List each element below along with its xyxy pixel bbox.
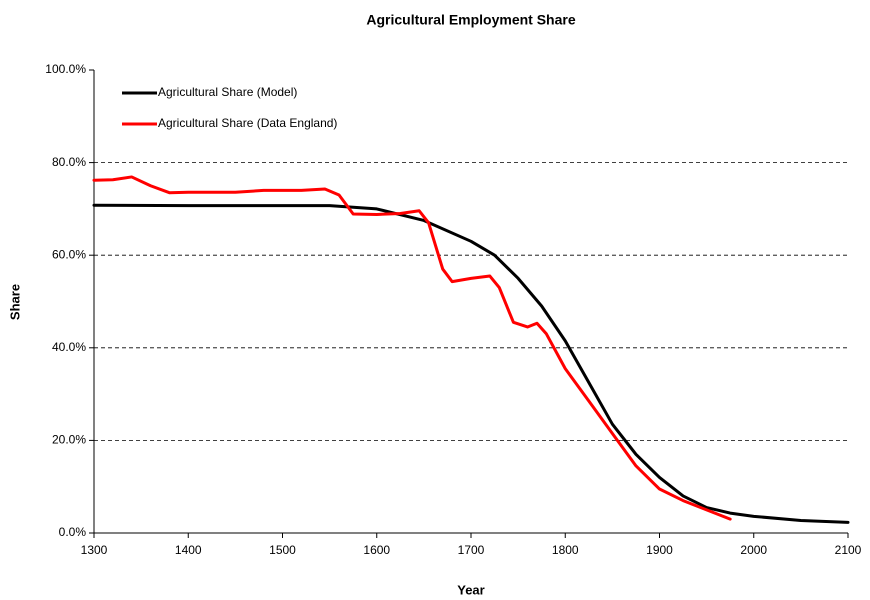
x-tick-label: 1500 [269,543,296,557]
x-tick-label: 1800 [552,543,579,557]
legend-label: Agricultural Share (Data England) [158,116,337,130]
y-tick-label: 80.0% [52,155,86,169]
x-tick-label: 2100 [835,543,862,557]
x-tick-label: 1600 [363,543,390,557]
y-tick-label: 20.0% [52,433,86,447]
series-line [92,203,850,524]
y-tick-label: 40.0% [52,340,86,354]
y-axis-title: Share [7,284,22,320]
x-tick-label: 2000 [740,543,767,557]
x-tick-label: 1300 [81,543,108,557]
y-tick-label: 60.0% [52,247,86,261]
legend-label: Agricultural Share (Model) [158,85,297,99]
y-tick-label: 0.0% [59,525,87,539]
x-axis-title: Year [457,582,484,597]
x-tick-label: 1900 [646,543,673,557]
chart-title: Agricultural Employment Share [366,12,575,28]
x-tick-label: 1400 [175,543,202,557]
x-tick-label: 1700 [458,543,485,557]
y-tick-label: 100.0% [45,62,86,76]
series-line [92,175,732,521]
